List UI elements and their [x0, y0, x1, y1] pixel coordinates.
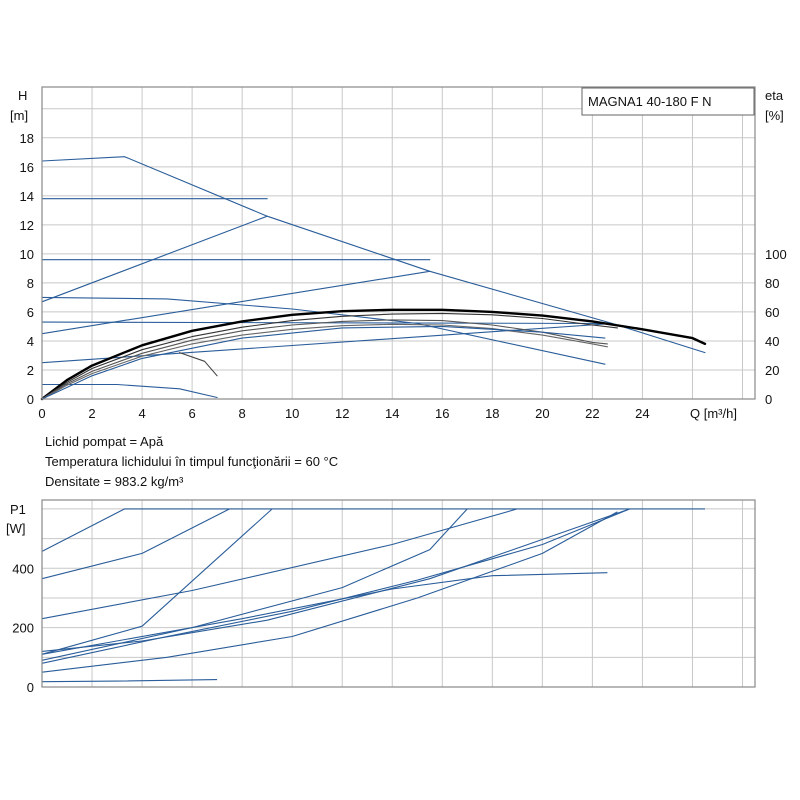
curve-power — [41, 511, 618, 673]
p1-axis-ticks: 0 200 400 — [12, 561, 34, 695]
h-axis-label-line2: [m] — [10, 108, 28, 123]
p1-tick-label: 400 — [12, 561, 34, 576]
curve-speed-curve — [179, 352, 218, 377]
x-tick-label: 16 — [435, 406, 449, 421]
head-chart-frame — [41, 86, 756, 400]
head-chart-series — [40, 156, 707, 401]
x-tick-label: 2 — [88, 406, 95, 421]
x-tick-label: 18 — [485, 406, 499, 421]
x-tick-label: 14 — [385, 406, 399, 421]
x-tick-label: 8 — [239, 406, 246, 421]
curve-efficiency — [41, 319, 608, 400]
p1-axis-label-line2: [W] — [6, 521, 26, 536]
h-tick-label: 16 — [20, 160, 34, 175]
curve-power — [41, 508, 631, 652]
curve-power — [41, 508, 230, 580]
x-tick-label: 4 — [138, 406, 145, 421]
x-tick-label: 22 — [585, 406, 599, 421]
h-tick-label: 18 — [20, 131, 34, 146]
power-chart-frame — [41, 499, 756, 688]
p1-tick-label: 200 — [12, 621, 34, 636]
power-chart-series — [41, 508, 705, 683]
h-tick-label: 8 — [27, 276, 34, 291]
head-chart-grid — [41, 87, 755, 400]
curve-proportional-pressure — [41, 322, 613, 364]
curve-power — [41, 679, 218, 683]
h-tick-label: 2 — [27, 363, 34, 378]
x-tick-label: 0 — [38, 406, 45, 421]
x-tick-label: 10 — [285, 406, 299, 421]
h-tick-label: 12 — [20, 218, 34, 233]
h-tick-label: 10 — [20, 247, 34, 262]
p1-tick-label: 0 — [27, 680, 34, 695]
curve-power — [41, 572, 608, 655]
h-axis-ticks: 0 2 4 6 8 10 12 14 16 18 — [20, 131, 34, 407]
h-axis-label-line1: H — [18, 88, 27, 103]
x-axis-ticks: 0 2 4 6 8 10 12 14 16 18 20 22 24 — [38, 406, 649, 421]
x-tick-label: 24 — [635, 406, 649, 421]
curve-efficiency — [40, 308, 707, 401]
x-tick-label: 6 — [188, 406, 195, 421]
curve-power — [41, 508, 468, 661]
curve-speed-curve — [41, 383, 218, 399]
curve-proportional-pressure — [41, 270, 431, 335]
curve-efficiency — [41, 325, 606, 400]
fluid-info: Lichid pompat = Apă — [45, 434, 164, 449]
h-tick-label: 6 — [27, 305, 34, 320]
eta-tick-label: 100 — [765, 247, 787, 262]
h-tick-label: 0 — [27, 392, 34, 407]
x-tick-label: 12 — [335, 406, 349, 421]
curve-efficiency — [41, 323, 608, 400]
eta-tick-label: 20 — [765, 363, 779, 378]
curve-efficiency — [41, 312, 618, 400]
h-tick-label: 14 — [20, 189, 34, 204]
curve-max-power — [41, 508, 705, 552]
curve-power — [41, 508, 273, 655]
x-tick-label: 20 — [535, 406, 549, 421]
h-tick-label: 4 — [27, 334, 34, 349]
eta-tick-label: 80 — [765, 276, 779, 291]
temperature-info: Temperatura lichidului în timpul funcţio… — [45, 454, 338, 469]
model-title-box — [581, 87, 755, 116]
eta-axis-ticks: 0 20 40 60 80 100 — [765, 247, 787, 407]
q-axis-label: Q [m³/h] — [690, 406, 737, 421]
eta-axis-label-line2: [%] — [765, 108, 784, 123]
curve-power — [41, 508, 518, 620]
p1-axis-label-line1: P1 — [10, 502, 26, 517]
eta-tick-label: 0 — [765, 392, 772, 407]
eta-tick-label: 60 — [765, 305, 779, 320]
curve-proportional-pressure — [41, 215, 268, 303]
density-info: Densitate = 983.2 kg/m³ — [45, 474, 184, 489]
curve-max-curve — [41, 156, 706, 354]
model-title: MAGNA1 40-180 F N — [588, 94, 712, 109]
eta-axis-label-line1: eta — [765, 88, 784, 103]
curve-power — [41, 508, 631, 664]
eta-tick-label: 40 — [765, 334, 779, 349]
curve-speed-curve — [41, 296, 606, 365]
